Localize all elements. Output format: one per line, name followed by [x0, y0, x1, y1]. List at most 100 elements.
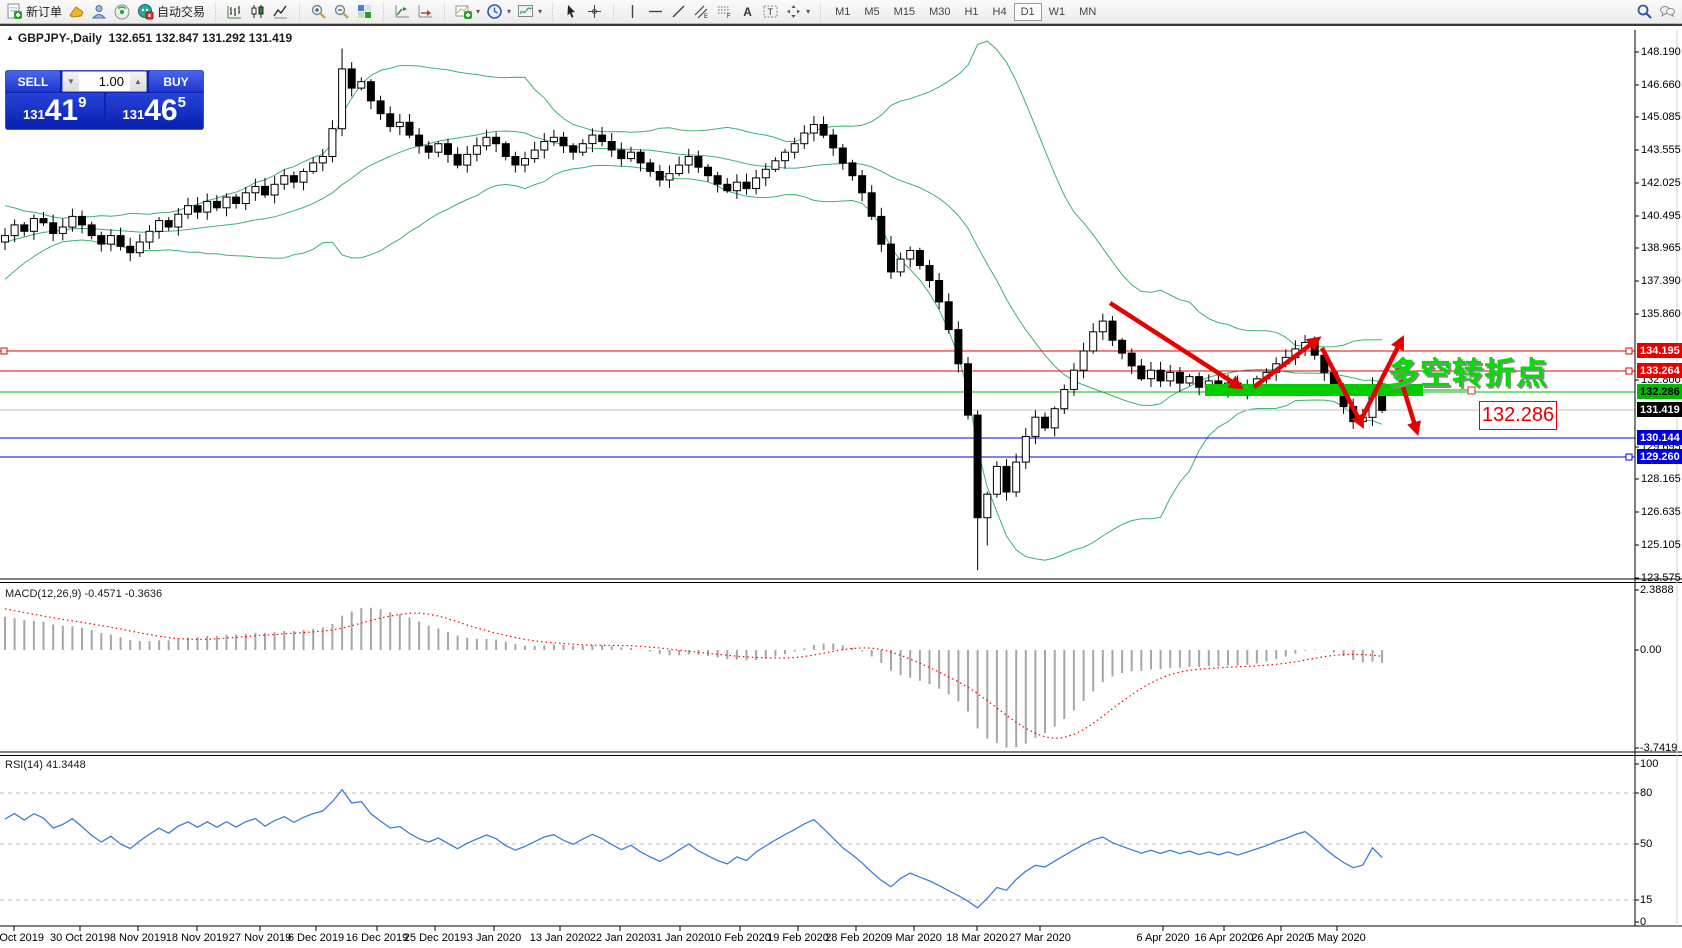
bar-chart-button[interactable] — [223, 1, 246, 22]
buy-price[interactable]: 131 46 5 — [105, 93, 203, 127]
svg-text:F: F — [727, 14, 731, 20]
rsi-panel-lines — [0, 788, 1635, 909]
signal-button[interactable] — [111, 1, 134, 22]
price-text-label-object[interactable]: 132.286 — [1479, 401, 1557, 430]
zoom-out-icon — [333, 3, 350, 20]
macd-label: MACD(12,26,9) -0.4571 -0.3636 — [5, 588, 163, 600]
chart-shift-button[interactable] — [414, 1, 437, 22]
rsi-value: 41.3448 — [45, 759, 86, 771]
search-button[interactable] — [1633, 1, 1656, 22]
line-chart-icon — [272, 3, 289, 20]
volume-up-button[interactable]: ▲ — [130, 72, 146, 91]
date-label: 18 Mar 2020 — [946, 932, 1008, 944]
timeframe-m5-button[interactable]: M5 — [864, 5, 880, 18]
vertical-line-button[interactable] — [621, 1, 644, 22]
zoom-in-button[interactable] — [307, 1, 330, 22]
price-tick-label: 145.085 — [1641, 111, 1681, 123]
indicators-dropdown[interactable]: ▾ — [476, 7, 481, 16]
date-label: 21 Oct 2019 — [0, 932, 44, 944]
trend-arrows-object[interactable] — [1108, 301, 1421, 437]
price-tick-label: 142.025 — [1641, 177, 1681, 189]
macd-values: -0.4571 -0.3636 — [84, 588, 163, 600]
price-tick-label: 140.495 — [1641, 210, 1681, 222]
timeframe-m30-button[interactable]: M30 — [929, 5, 951, 18]
trade-levels-button[interactable] — [65, 1, 88, 22]
arrows-dropdown[interactable]: ▾ — [806, 7, 811, 16]
macd-axis-label: 0.00 — [1640, 644, 1662, 656]
auto-trading-label: 自动交易 — [157, 5, 206, 19]
volume-input[interactable]: 1.00 — [79, 72, 130, 91]
price-tick-label: 123.575 — [1641, 572, 1681, 584]
toolbar-separator — [381, 2, 387, 21]
date-label: 16 Apr 2020 — [1194, 932, 1254, 944]
timeframe-mn-button[interactable]: MN — [1079, 5, 1097, 18]
text-button[interactable]: A — [736, 1, 759, 22]
toolbar-separator — [297, 2, 303, 21]
arrows-icon — [785, 3, 802, 20]
turning-point-text-object[interactable]: 多空转折点 — [1388, 356, 1548, 391]
one-click-trade-panel: SELL ▼ 1.00 ▲ BUY 131 41 9 131 46 5 — [5, 70, 204, 130]
crosshair-button[interactable] — [583, 1, 606, 22]
price-line-badge: 133.264 — [1637, 363, 1682, 378]
arrows-button[interactable]: ▾ — [782, 1, 813, 22]
timeframe-group: M1 M5 M15 M30 H1 H4 D1 W1 MN — [825, 1, 1106, 23]
timeframe-m15-button[interactable]: M15 — [893, 5, 916, 18]
text-label-button[interactable]: T — [759, 1, 782, 22]
date-label: 9 Mar 2020 — [886, 932, 942, 944]
timeframe-h1-button[interactable]: H1 — [964, 5, 979, 18]
templates-dropdown[interactable]: ▾ — [538, 7, 543, 16]
sell-price[interactable]: 131 41 9 — [6, 93, 104, 126]
equidistant-channel-button[interactable]: E — [690, 1, 713, 22]
macd-axis-label: -3.7419 — [1640, 742, 1678, 754]
timeframe-d1-button[interactable]: D1 — [1013, 2, 1042, 21]
volume-down-button[interactable]: ▼ — [63, 72, 79, 91]
buy-button[interactable]: BUY — [149, 71, 203, 92]
profile-button[interactable] — [88, 1, 111, 22]
sell-button[interactable]: SELL — [6, 71, 60, 92]
trendline-button[interactable] — [667, 1, 690, 22]
cursor-button[interactable] — [560, 1, 583, 22]
auto-trading-button[interactable]: 自动交易 — [134, 1, 208, 22]
date-label: 28 Feb 2020 — [825, 932, 887, 944]
timeframe-h4-button[interactable]: H4 — [992, 5, 1007, 18]
collapse-panel-icon[interactable]: ▲ — [6, 33, 14, 42]
tile-windows-button[interactable] — [353, 1, 376, 22]
candles — [1, 48, 1387, 571]
toolbar-separator — [550, 2, 556, 21]
date-label: 26 Apr 2020 — [1251, 932, 1311, 944]
zoom-out-button[interactable] — [330, 1, 353, 22]
fibonacci-button[interactable]: F — [713, 1, 736, 22]
price-tick-label: 143.555 — [1641, 144, 1681, 156]
new-order-button[interactable]: 新订单 — [3, 1, 65, 22]
templates-button[interactable]: ▾ — [514, 1, 545, 22]
equidistant-channel-icon: E — [693, 3, 710, 20]
axis-ticks — [13, 30, 1678, 931]
crosshair-icon — [586, 3, 603, 20]
candlestick-chart-icon — [249, 3, 266, 20]
auto-scroll-button[interactable] — [391, 1, 414, 22]
price-line-badge: 134.195 — [1637, 343, 1682, 358]
rsi-axis-label: 100 — [1640, 758, 1659, 770]
macd-histogram — [4, 607, 1384, 748]
new-order-label: 新订单 — [26, 5, 63, 19]
date-label: 25 Dec 2019 — [403, 932, 467, 944]
horizontal-line-button[interactable] — [644, 1, 667, 22]
candlestick-chart-button[interactable] — [246, 1, 269, 22]
toolbar-separator — [611, 2, 617, 21]
periods-dropdown[interactable]: ▾ — [507, 7, 512, 16]
price-tick-label: 128.165 — [1641, 473, 1681, 485]
price-line-badge: 131.419 — [1637, 402, 1682, 417]
line-chart-button[interactable] — [269, 1, 292, 22]
date-label: 6 Apr 2020 — [1136, 932, 1190, 944]
price-tick-label: 126.635 — [1641, 506, 1681, 518]
timeframe-w1-button[interactable]: W1 — [1048, 5, 1066, 18]
buy-price-pips: 46 — [144, 94, 178, 127]
bollinger-bands — [4, 40, 1383, 561]
tile-windows-icon — [356, 3, 373, 20]
periods-button[interactable]: ▾ — [483, 1, 514, 22]
indicators-button[interactable]: ▾ — [452, 1, 483, 22]
macd-axis-label: 2.3888 — [1640, 584, 1674, 596]
chat-button[interactable] — [1656, 1, 1679, 22]
timeframe-m1-button[interactable]: M1 — [835, 5, 851, 18]
support-band-object[interactable] — [1205, 384, 1476, 396]
